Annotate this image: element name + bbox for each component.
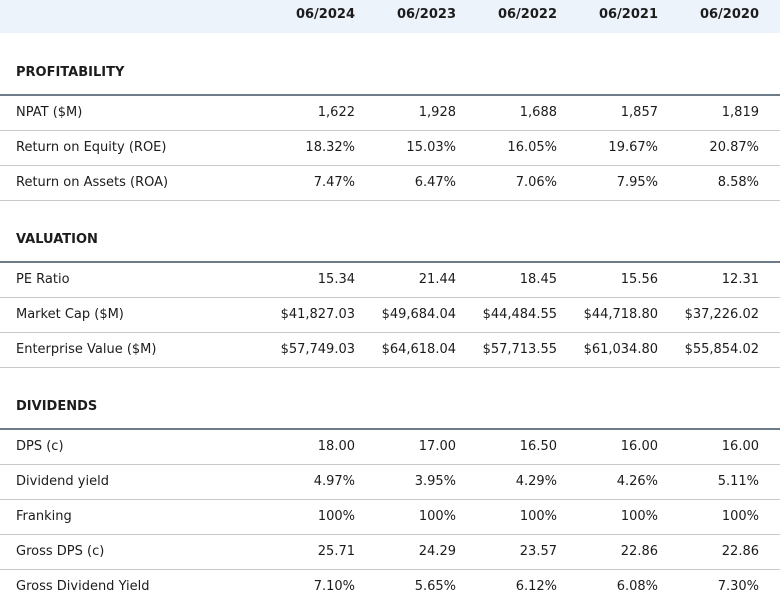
cell-value: 4.97%	[313, 474, 355, 489]
cell-value: 20.87%	[709, 140, 759, 155]
section-title: DIVIDENDS	[16, 399, 98, 414]
cell-value: 1,819	[721, 105, 759, 120]
cell-value: $41,827.03	[280, 307, 355, 322]
cell-value: 18.45	[519, 272, 557, 287]
cell-value: 1,857	[620, 105, 658, 120]
section-divider	[0, 94, 780, 96]
row-divider	[0, 165, 780, 166]
row-divider	[0, 332, 780, 333]
column-header: 06/2020	[699, 7, 759, 22]
cell-value: 6.47%	[414, 175, 456, 190]
row-divider	[0, 130, 780, 131]
row-divider	[0, 569, 780, 570]
cell-value: 5.11%	[717, 474, 759, 489]
cell-value: 18.00	[317, 439, 355, 454]
cell-value: 7.47%	[313, 175, 355, 190]
cell-value: 21.44	[418, 272, 456, 287]
cell-value: 16.50	[519, 439, 557, 454]
cell-value: 8.58%	[717, 175, 759, 190]
cell-value: 23.57	[519, 544, 557, 559]
row-divider	[0, 464, 780, 465]
cell-value: 15.03%	[406, 140, 456, 155]
cell-value: 7.06%	[515, 175, 557, 190]
cell-value: 12.31	[721, 272, 759, 287]
row-divider	[0, 367, 780, 368]
row-divider	[0, 534, 780, 535]
row-label: Return on Equity (ROE)	[16, 140, 167, 155]
cell-value: 17.00	[418, 439, 456, 454]
row-label: DPS (c)	[16, 439, 64, 454]
cell-value: 100%	[721, 509, 759, 524]
column-header: 06/2024	[295, 7, 355, 22]
cell-value: 22.86	[721, 544, 759, 559]
row-label: Return on Assets (ROA)	[16, 175, 169, 190]
section-divider	[0, 261, 780, 263]
cell-value: 100%	[519, 509, 557, 524]
row-label: NPAT ($M)	[16, 105, 83, 120]
header-row	[0, 0, 780, 33]
cell-value: 4.29%	[515, 474, 557, 489]
cell-value: $44,718.80	[583, 307, 658, 322]
section-divider	[0, 428, 780, 430]
cell-value: $57,713.55	[482, 342, 557, 357]
cell-value: $55,854.02	[684, 342, 759, 357]
row-divider	[0, 499, 780, 500]
cell-value: $49,684.04	[381, 307, 456, 322]
cell-value: 15.34	[317, 272, 355, 287]
row-label: PE Ratio	[16, 272, 70, 287]
cell-value: 5.65%	[414, 579, 456, 594]
cell-value: $64,618.04	[381, 342, 456, 357]
cell-value: 19.67%	[608, 140, 658, 155]
row-divider	[0, 297, 780, 298]
cell-value: 7.10%	[313, 579, 355, 594]
cell-value: 1,622	[317, 105, 355, 120]
cell-value: 15.56	[620, 272, 658, 287]
column-header: 06/2023	[396, 7, 456, 22]
row-label: Dividend yield	[16, 474, 109, 489]
cell-value: 100%	[620, 509, 658, 524]
cell-value: 16.00	[620, 439, 658, 454]
column-header: 06/2022	[497, 7, 557, 22]
cell-value: 100%	[418, 509, 456, 524]
cell-value: 6.12%	[515, 579, 557, 594]
cell-value: 18.32%	[305, 140, 355, 155]
row-label: Market Cap ($M)	[16, 307, 124, 322]
cell-value: 4.26%	[616, 474, 658, 489]
cell-value: 3.95%	[414, 474, 456, 489]
cell-value: 25.71	[317, 544, 355, 559]
row-divider	[0, 200, 780, 201]
row-label: Franking	[16, 509, 72, 524]
cell-value: $44,484.55	[482, 307, 557, 322]
cell-value: 1,688	[519, 105, 557, 120]
cell-value: 22.86	[620, 544, 658, 559]
cell-value: $61,034.80	[583, 342, 658, 357]
cell-value: 24.29	[418, 544, 456, 559]
cell-value: 7.95%	[616, 175, 658, 190]
cell-value: 100%	[317, 509, 355, 524]
cell-value: 1,928	[418, 105, 456, 120]
column-header: 06/2021	[598, 7, 658, 22]
cell-value: 7.30%	[717, 579, 759, 594]
cell-value: $57,749.03	[280, 342, 355, 357]
row-label: Gross Dividend Yield	[16, 579, 150, 594]
cell-value: $37,226.02	[684, 307, 759, 322]
section-title: VALUATION	[16, 232, 98, 247]
cell-value: 16.05%	[507, 140, 557, 155]
section-title: PROFITABILITY	[16, 65, 125, 80]
cell-value: 6.08%	[616, 579, 658, 594]
row-label: Gross DPS (c)	[16, 544, 105, 559]
cell-value: 16.00	[721, 439, 759, 454]
row-label: Enterprise Value ($M)	[16, 342, 157, 357]
